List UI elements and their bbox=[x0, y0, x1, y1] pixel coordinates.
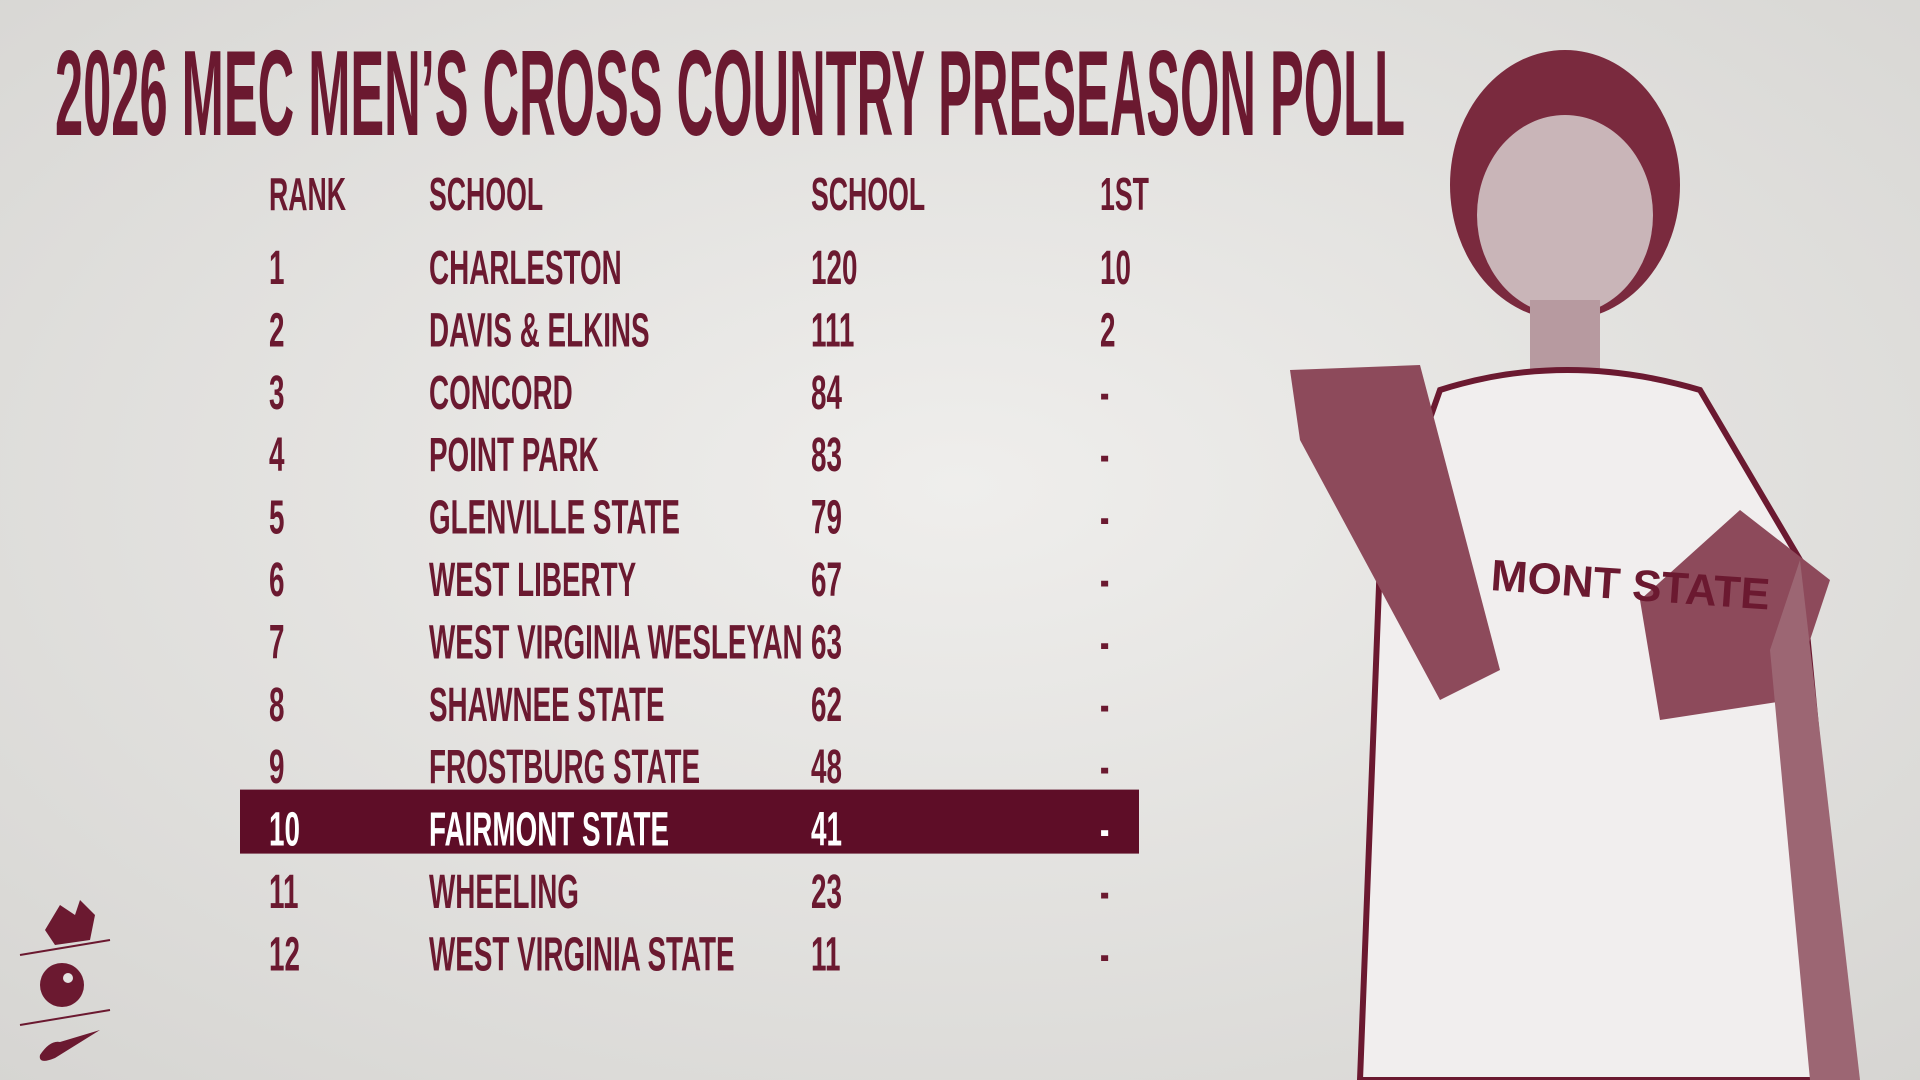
school-name: CONCORD bbox=[429, 366, 573, 420]
cell: - bbox=[1100, 865, 1109, 919]
cell: 67 bbox=[811, 553, 842, 607]
school-name: DAVIS & ELKINS bbox=[429, 304, 650, 358]
cell: 111 bbox=[811, 304, 854, 358]
school-name: WHEELING bbox=[429, 865, 579, 919]
school-name: CHARLESTON bbox=[429, 241, 622, 295]
school-name: POINT PARK bbox=[429, 428, 599, 482]
cell: 6 bbox=[269, 553, 284, 607]
cell: 4 bbox=[269, 428, 285, 482]
cell: 10 bbox=[1100, 241, 1131, 295]
cell: 5 bbox=[269, 491, 284, 545]
cell: 11 bbox=[811, 928, 840, 982]
cell: 8 bbox=[269, 678, 284, 732]
logos bbox=[19, 900, 111, 1061]
athlete-photo: MONT STATE bbox=[1290, 50, 1860, 1080]
school-name: WEST LIBERTY bbox=[429, 553, 636, 607]
cell: 84 bbox=[811, 366, 842, 420]
cell: 48 bbox=[811, 740, 842, 794]
cell: 62 bbox=[811, 678, 842, 732]
school-name: SHAWNEE STATE bbox=[429, 678, 665, 732]
cell: - bbox=[1100, 740, 1109, 794]
cell: 2 bbox=[1100, 304, 1115, 358]
cell: - bbox=[1100, 616, 1109, 670]
school-name: FAIRMONT STATE bbox=[429, 803, 669, 857]
cell: 120 bbox=[811, 241, 857, 295]
cell: 41 bbox=[811, 803, 842, 857]
column-header: SCHOOL bbox=[429, 168, 543, 219]
highlight-row bbox=[240, 789, 1139, 854]
cell: 7 bbox=[269, 616, 284, 670]
cell: - bbox=[1100, 553, 1109, 607]
cell: - bbox=[1100, 928, 1109, 982]
school-name: WEST VIRGINIA STATE bbox=[429, 928, 735, 982]
cell: 12 bbox=[269, 928, 300, 982]
school-name: FROSTBURG STATE bbox=[429, 740, 700, 794]
cell: 2 bbox=[269, 304, 284, 358]
cell: - bbox=[1100, 678, 1109, 732]
school-name: GLENVILLE STATE bbox=[429, 491, 680, 545]
cell: - bbox=[1100, 491, 1109, 545]
column-header: SCHOOL bbox=[811, 168, 925, 219]
cell: 83 bbox=[811, 428, 842, 482]
column-header: RANK bbox=[269, 168, 346, 219]
cell: 79 bbox=[811, 491, 842, 545]
column-header: 1ST bbox=[1100, 168, 1149, 219]
cell: 10 bbox=[269, 803, 300, 857]
cell: - bbox=[1100, 803, 1109, 857]
cell: 1 bbox=[269, 241, 284, 295]
title: 2026 MEC MEN’S CROSS COUNTRY PRESEASON P… bbox=[55, 25, 1405, 161]
cell: 63 bbox=[811, 616, 842, 670]
cell: - bbox=[1100, 428, 1109, 482]
cell: 23 bbox=[811, 865, 842, 919]
cell: 9 bbox=[269, 740, 284, 794]
cell: - bbox=[1100, 366, 1109, 420]
cell: 11 bbox=[269, 865, 298, 919]
cell: 3 bbox=[269, 366, 284, 420]
school-name: WEST VIRGINIA WESLEYAN bbox=[429, 616, 803, 670]
